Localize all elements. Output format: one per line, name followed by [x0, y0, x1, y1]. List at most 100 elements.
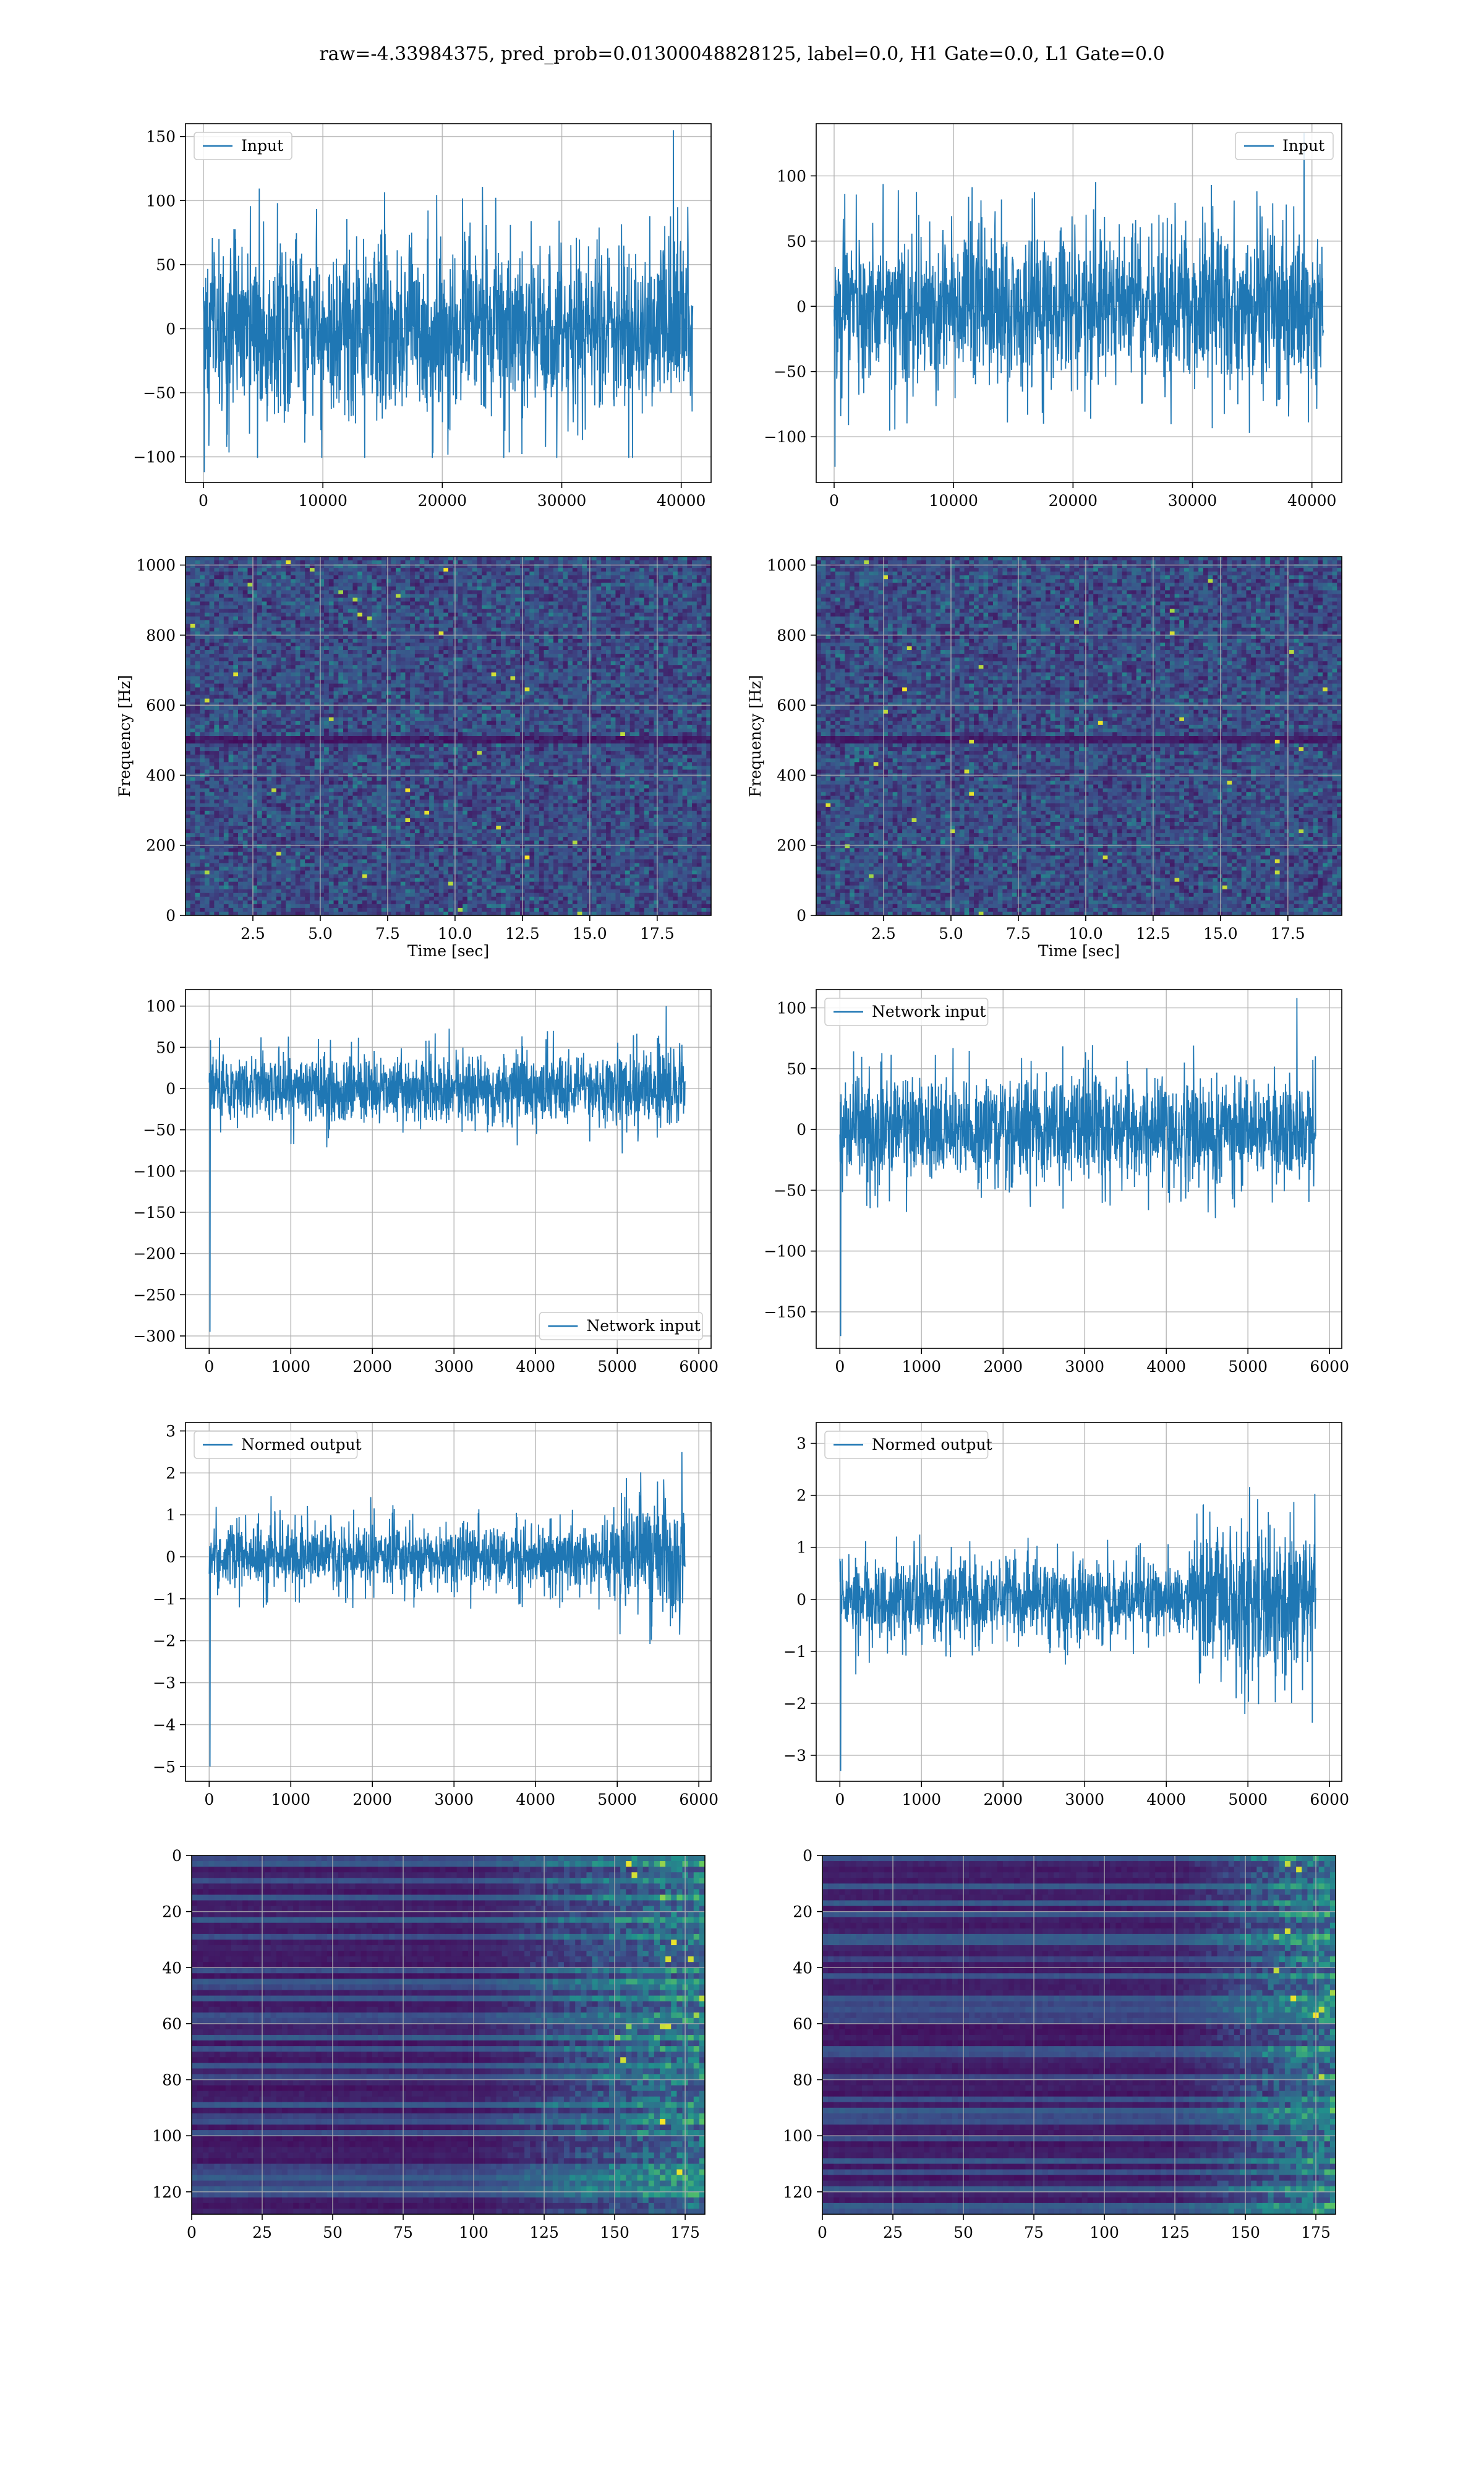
input-h1-plot-area [186, 124, 711, 482]
feature-map-h1-ytick-label: 40 [162, 1959, 182, 1977]
input-l1-ytick-label: 100 [777, 167, 806, 185]
feature-map-l1-ytick-label: 60 [793, 2015, 812, 2033]
spectrogram-l1-plot-area [816, 557, 1342, 915]
normed-output-h1-xtick-label: 3000 [434, 1791, 474, 1808]
spectrogram-l1-ytick-label: 0 [796, 907, 806, 925]
spectrogram-l1-ytick-label: 1000 [767, 557, 806, 575]
network-input-l1-xtick-label: 2000 [983, 1358, 1023, 1376]
feature-map-h1-plot-area [192, 1856, 705, 2214]
feature-map-h1-xtick-label: 25 [252, 2224, 272, 2241]
spectrogram-l1-ytick-label: 200 [777, 837, 806, 855]
spectrogram-l1-xtick-label: 17.5 [1271, 925, 1305, 943]
normed-output-l1-xtick-label: 6000 [1310, 1791, 1349, 1808]
normed-output-h1-ytick-label: 2 [166, 1464, 176, 1482]
feature-map-l1-plot-area [822, 1856, 1336, 2214]
spectrogram-l1-xtick-label: 2.5 [871, 925, 896, 943]
normed-output-l1-xtick-label: 0 [835, 1791, 845, 1808]
input-l1-ytick-label: 50 [787, 233, 806, 250]
input-l1-xtick-label: 20000 [1049, 492, 1098, 510]
spectrogram-h1-xtick-label: 15.0 [573, 925, 607, 943]
spectrogram-h1-ytick-label: 0 [166, 907, 176, 925]
feature-map-l1-xtick-label: 150 [1230, 2224, 1260, 2241]
input-l1-xtick-label: 30000 [1168, 492, 1217, 510]
network-input-h1-grid [186, 990, 711, 1348]
spectrogram-h1-xtick-label: 2.5 [241, 925, 265, 943]
network-input-h1-ytick-label: 100 [146, 998, 176, 1016]
network-input-h1-ytick-label: −100 [133, 1162, 176, 1180]
input-h1-ytick-label: −100 [133, 448, 176, 466]
normed-output-l1-ytick-label: 1 [796, 1539, 806, 1557]
input-h1-ytick-label: −50 [143, 384, 176, 402]
normed-output-h1-xtick-label: 0 [204, 1791, 214, 1808]
network-input-l1-xtick-label: 1000 [902, 1358, 941, 1376]
feature-map-l1-xtick-label: 25 [883, 2224, 903, 2241]
spectrogram-h1-ytick-label: 600 [146, 696, 176, 714]
input-h1-ytick-label: 0 [166, 320, 176, 338]
network-input-h1-ytick-label: −250 [133, 1286, 176, 1304]
input-h1-ytick-label: 50 [156, 256, 176, 274]
input-h1-legend-label: Input [241, 137, 283, 155]
normed-output-h1-ytick-label: 3 [166, 1423, 176, 1440]
normed-output-h1-xtick-label: 5000 [597, 1791, 637, 1808]
input-l1-legend-label: Input [1282, 137, 1324, 155]
spectrogram-l1-frame [816, 556, 1342, 916]
normed-output-l1-ytick-label: −1 [783, 1643, 806, 1661]
spectrogram-l1-plot: 2.5 5.0 7.5 10.0 12.5 15.0 17.5 0 200 400 600 800 10… [746, 556, 1342, 960]
normed-output-l1-xtick-label: 5000 [1228, 1791, 1268, 1808]
input-l1-plot: 0 10000 20000 30000 40000 −100 −50 0 50 100 Input [764, 123, 1342, 510]
normed-output-h1-frame [185, 1422, 712, 1782]
network-input-h1-ytick-label: −200 [133, 1245, 176, 1263]
spectrogram-h1-plot: 2.5 5.0 7.5 10.0 12.5 15.0 17.5 0 200 400 600 800 10… [116, 556, 712, 960]
spectrogram-l1-ytick-label: 600 [777, 696, 806, 714]
network-input-h1-xtick-label: 2000 [352, 1358, 392, 1376]
normed-output-h1-ytick-label: 0 [166, 1548, 176, 1566]
feature-map-l1-ytick-label: 100 [783, 2127, 812, 2145]
network-input-l1-xtick-label: 0 [835, 1358, 845, 1376]
input-l1-frame [816, 123, 1342, 483]
normed-output-h1-xtick-label: 2000 [352, 1791, 392, 1808]
normed-output-h1-xtick-label: 4000 [516, 1791, 555, 1808]
network-input-h1-xtick-label: 3000 [434, 1358, 474, 1376]
network-input-l1-plot-area [816, 990, 1342, 1348]
spectrogram-h1-frame [185, 556, 712, 916]
spectrogram-l1-ytick-label: 400 [777, 766, 806, 784]
normed-output-l1-plot: 0 1000 2000 3000 4000 5000 6000 −3 −2 −1 0 1 2 3 Norme… [783, 1422, 1349, 1808]
normed-output-l1-legend: Normed output [824, 1431, 992, 1459]
normed-output-h1-ytick-label: 1 [166, 1506, 176, 1524]
normed-output-l1-xtick-label: 1000 [902, 1791, 941, 1808]
feature-map-l1-xtick-label: 50 [953, 2224, 973, 2241]
network-input-l1-ytick-label: −100 [764, 1243, 806, 1261]
normed-output-l1-xtick-label: 4000 [1146, 1791, 1186, 1808]
spectrogram-h1-ytick-label: 800 [146, 627, 176, 644]
feature-map-l1-ytick-label: 80 [793, 2071, 812, 2089]
input-l1-plot-area [816, 124, 1342, 482]
feature-map-h1-ytick-label: 60 [162, 2015, 182, 2033]
normed-output-h1-grid [186, 1423, 711, 1781]
input-l1-xtick-label: 0 [829, 492, 839, 510]
input-l1-ytick-label: −50 [774, 363, 806, 381]
spectrogram-h1-grid [186, 557, 711, 915]
normed-output-l1-ytick-label: −3 [783, 1747, 806, 1765]
normed-output-h1-legend: Normed output [194, 1431, 362, 1459]
normed-output-l1-ytick-label: 2 [796, 1487, 806, 1505]
input-l1-xtick-label: 10000 [929, 492, 978, 510]
normed-output-l1-xtick-label: 2000 [983, 1791, 1023, 1808]
feature-map-h1-xtick-label: 125 [529, 2224, 559, 2241]
feature-map-l1-xtick-label: 175 [1301, 2224, 1331, 2241]
input-l1-ytick-label: 0 [796, 297, 806, 315]
input-h1-frame [185, 123, 712, 483]
network-input-h1-series-line [208, 1006, 686, 1332]
feature-map-l1-xtick-label: 100 [1090, 2224, 1119, 2241]
feature-map-l1-xtick-label: 75 [1024, 2224, 1044, 2241]
feature-map-l1-xtick-label: 125 [1160, 2224, 1190, 2241]
network-input-l1-xtick-label: 6000 [1310, 1358, 1349, 1376]
input-h1-ytick-label: 150 [146, 128, 176, 146]
feature-map-h1-xtick-label: 100 [459, 2224, 488, 2241]
network-input-l1-xtick-label: 3000 [1065, 1358, 1104, 1376]
spectrogram-h1-xtick-label: 10.0 [438, 925, 472, 943]
spectrogram-l1-xtick-label: 12.5 [1136, 925, 1171, 943]
normed-output-l1-ytick-label: −2 [783, 1695, 806, 1713]
network-input-l1-frame [816, 989, 1342, 1349]
feature-map-h1-xtick-label: 150 [600, 2224, 629, 2241]
network-input-l1-ytick-label: 0 [796, 1121, 806, 1139]
